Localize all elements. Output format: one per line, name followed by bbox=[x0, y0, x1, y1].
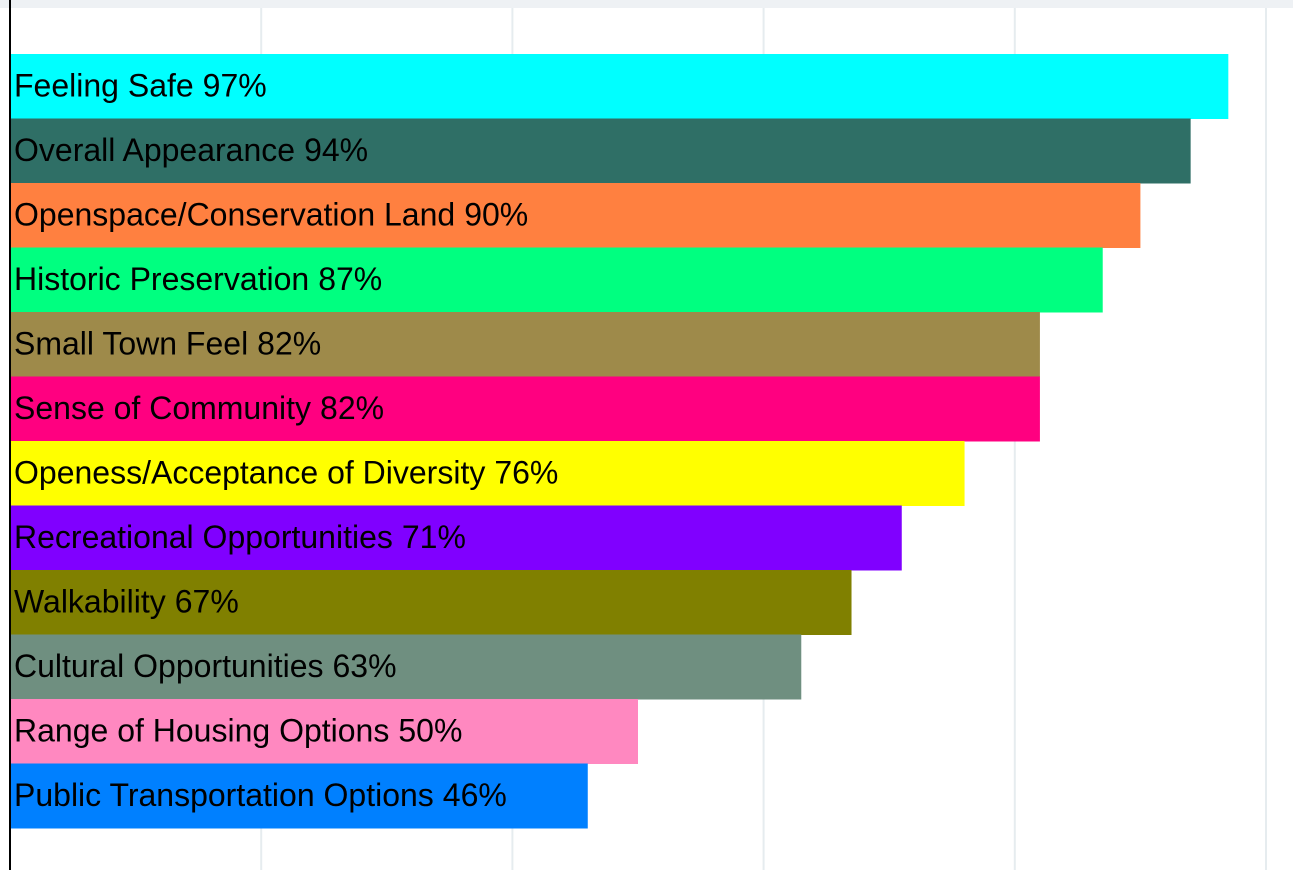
value-label: 67% bbox=[175, 584, 239, 620]
bar-label: Openspace/Conservation Land 90% bbox=[14, 197, 528, 233]
value-label: 87% bbox=[318, 261, 382, 297]
category-label: Walkability bbox=[14, 584, 166, 620]
bar bbox=[10, 54, 1229, 119]
value-label: 94% bbox=[304, 132, 368, 168]
bar bbox=[10, 570, 852, 635]
value-label: 46% bbox=[443, 777, 507, 813]
bar bbox=[10, 505, 902, 571]
bar bbox=[10, 763, 588, 829]
bar-label: Feeling Safe 97% bbox=[14, 68, 267, 104]
category-label: Sense of Community bbox=[14, 390, 311, 426]
bar bbox=[10, 634, 802, 700]
value-label: 97% bbox=[203, 68, 267, 104]
value-label: 90% bbox=[464, 197, 528, 233]
top-band bbox=[0, 0, 1293, 8]
value-label: 82% bbox=[320, 390, 384, 426]
bar-label: Historic Preservation 87% bbox=[14, 261, 382, 297]
category-label: Historic Preservation bbox=[14, 261, 309, 297]
bar-label: Range of Housing Options 50% bbox=[14, 713, 462, 749]
category-label: Public Transportation Options bbox=[14, 777, 434, 813]
category-label: Cultural Opportunities bbox=[14, 648, 323, 684]
bar bbox=[10, 118, 1191, 184]
bar bbox=[10, 183, 1141, 248]
value-label: 71% bbox=[402, 519, 466, 555]
bar-label: Cultural Opportunities 63% bbox=[14, 648, 397, 684]
value-label: 82% bbox=[257, 326, 321, 362]
bar-label: Recreational Opportunities 71% bbox=[14, 519, 466, 555]
bar-label: Walkability 67% bbox=[14, 584, 239, 620]
category-label: Overall Appearance bbox=[14, 132, 295, 168]
category-label: Openspace/Conservation Land bbox=[14, 197, 455, 233]
category-label: Range of Housing Options bbox=[14, 713, 389, 749]
category-label: Openess/Acceptance of Diversity bbox=[14, 455, 485, 491]
value-label: 50% bbox=[398, 713, 462, 749]
category-label: Feeling Safe bbox=[14, 68, 194, 104]
bar-label: Overall Appearance 94% bbox=[14, 132, 368, 168]
value-label: 63% bbox=[332, 648, 396, 684]
value-label: 76% bbox=[494, 455, 558, 491]
category-label: Recreational Opportunities bbox=[14, 519, 393, 555]
category-label: Small Town Feel bbox=[14, 326, 248, 362]
bar bbox=[10, 441, 965, 506]
bar bbox=[10, 247, 1103, 313]
bar-label: Sense of Community 82% bbox=[14, 390, 384, 426]
bar-label: Public Transportation Options 46% bbox=[14, 777, 507, 813]
bar bbox=[10, 376, 1040, 442]
bars: Feeling Safe 97% Overall Appearance 94% Open… bbox=[10, 54, 1229, 829]
bar-label: Small Town Feel 82% bbox=[14, 326, 321, 362]
bar-label: Openess/Acceptance of Diversity 76% bbox=[14, 455, 558, 491]
bar bbox=[10, 699, 638, 764]
bar bbox=[10, 312, 1040, 377]
